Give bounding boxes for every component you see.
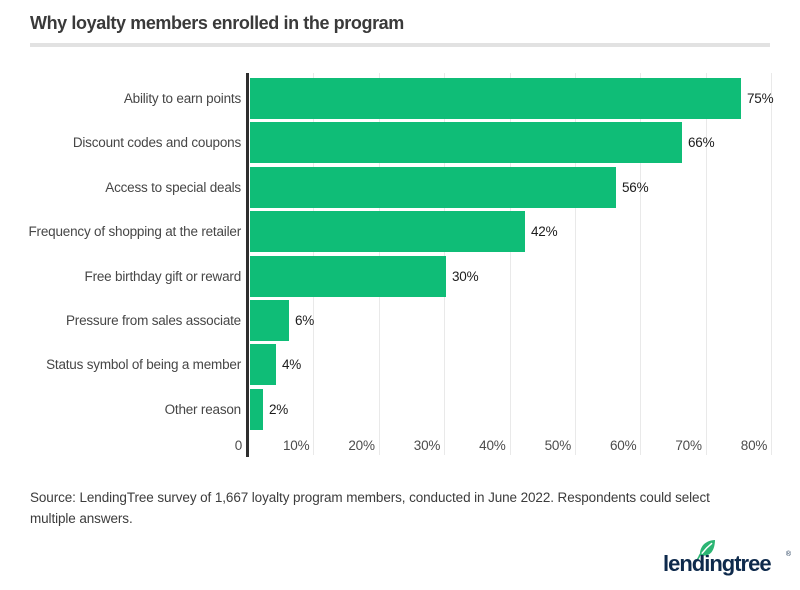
y-axis-line bbox=[246, 73, 249, 457]
source-note: Source: LendingTree survey of 1,667 loya… bbox=[30, 490, 710, 526]
bar bbox=[250, 344, 276, 386]
x-gridline bbox=[705, 73, 707, 455]
x-tick-label: 70% bbox=[675, 438, 702, 453]
x-tick-label: 0 bbox=[234, 438, 243, 453]
registered-trademark-symbol: ® bbox=[785, 551, 791, 558]
x-tick-label: 10% bbox=[282, 438, 310, 453]
bar bbox=[250, 255, 446, 297]
category-label: Free birthday gift or reward bbox=[84, 268, 242, 284]
x-tick-label: 80% bbox=[740, 438, 768, 453]
bar bbox=[250, 388, 263, 430]
x-gridline bbox=[640, 73, 642, 455]
category-label: Discount codes and coupons bbox=[72, 135, 241, 151]
category-label: Status symbol of being a member bbox=[46, 357, 241, 373]
x-gridline bbox=[509, 73, 511, 455]
x-tick-label: 40% bbox=[479, 438, 506, 453]
bar-value-label: 2% bbox=[269, 401, 289, 417]
bar-value-label: 66% bbox=[688, 135, 715, 151]
category-label: Access to special deals bbox=[105, 179, 241, 195]
bar bbox=[250, 211, 525, 253]
x-tick-label: 20% bbox=[348, 438, 375, 453]
bar-chart: 0 10% 20% 30% 40% 50% 60% 70% 80% Ability to earn… bbox=[0, 73, 800, 457]
bar bbox=[250, 166, 616, 208]
category-label: Pressure from sales associate bbox=[65, 313, 241, 328]
title-divider bbox=[30, 43, 770, 47]
bar-value-label: 4% bbox=[282, 357, 302, 373]
bar-value-label: 42% bbox=[531, 224, 558, 240]
bar bbox=[250, 122, 682, 164]
bar bbox=[250, 78, 741, 119]
x-tick-label: 60% bbox=[609, 438, 637, 453]
x-gridline bbox=[771, 73, 773, 455]
bar-value-label: 75% bbox=[747, 91, 774, 106]
x-tick-label: 30% bbox=[413, 438, 441, 453]
category-label: Ability to earn points bbox=[123, 91, 241, 106]
x-tick-label: 50% bbox=[544, 438, 572, 453]
bar bbox=[250, 300, 289, 341]
bar-value-label: 30% bbox=[452, 268, 479, 284]
leaf-icon bbox=[696, 540, 715, 560]
category-label: Frequency of shopping at the retailer bbox=[28, 224, 242, 240]
logo-wordmark: lendingtree bbox=[663, 551, 772, 576]
x-gridline bbox=[575, 73, 576, 455]
page-title: Why loyalty members enrolled in the prog… bbox=[30, 13, 404, 33]
bar-value-label: 56% bbox=[622, 179, 649, 195]
lendingtree-logo: lendingtree ® bbox=[663, 540, 791, 582]
bar-value-label: 6% bbox=[295, 313, 315, 328]
category-label: Other reason bbox=[164, 401, 242, 417]
